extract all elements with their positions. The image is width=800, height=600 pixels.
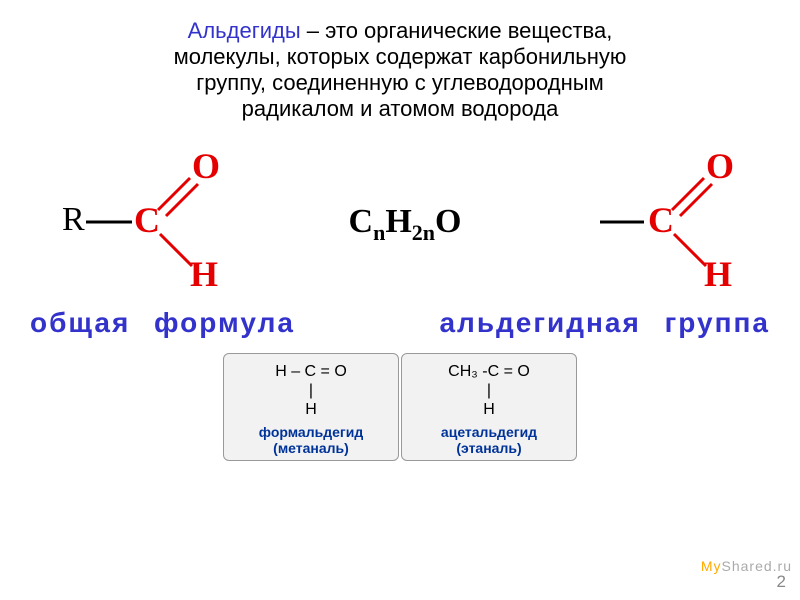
o-atom: O [192, 152, 220, 186]
gf-H: H [385, 203, 411, 240]
title-line-4: радикалом и атомом водорода [40, 96, 760, 122]
example-box-formaldehyde: H – C = O | H формальдегид (метаналь) [223, 353, 399, 461]
box1-f1: H – C = O [228, 362, 394, 381]
watermark-my: My [701, 558, 722, 574]
box2-f1: CH₃ -C = O [406, 362, 572, 381]
box1-n1: формальдегид [228, 424, 394, 441]
gf-2n: 2n [412, 220, 435, 245]
h-atom: H [190, 254, 218, 292]
box1-name: формальдегид (метаналь) [228, 424, 394, 458]
h-atom-r: H [704, 254, 732, 292]
c-o-bond2 [166, 184, 198, 216]
title-accent: Альдегиды [188, 18, 301, 43]
c-atom-r: C [648, 200, 674, 240]
box2-f2: | [406, 381, 572, 400]
box2-name: ацетальдегид (этаналь) [406, 424, 572, 458]
r-label: R [62, 201, 85, 238]
labels-row: общая формула альдегидная группа [0, 305, 800, 349]
structure-cho-group: C O H [580, 152, 760, 297]
example-box-acetaldehyde: CH₃ -C = O | H ацетальдегид (этаналь) [401, 353, 577, 461]
c-o-bond1-r [672, 178, 704, 210]
box2-formula: CH₃ -C = O | H [406, 362, 572, 420]
examples-row: H – C = O | H формальдегид (метаналь) CH… [0, 349, 800, 461]
gf-C: C [349, 203, 374, 240]
structure-r-cho-svg: R C O H [40, 152, 230, 292]
definition-title: Альдегиды – это органические вещества, м… [0, 0, 800, 132]
c-o-bond1 [158, 178, 190, 210]
box2-f3: H [406, 400, 572, 419]
box1-formula: H – C = O | H [228, 362, 394, 420]
title-line-3: группу, соединенную с углеводородным [40, 70, 760, 96]
structure-r-cho: R C O H [40, 152, 230, 297]
title-rest-1: – это органические вещества, [301, 18, 613, 43]
c-h-bond-r [674, 234, 706, 266]
title-line-1: Альдегиды – это органические вещества, [40, 18, 760, 44]
label-aldehyde-group: альдегидная группа [439, 307, 770, 339]
box2-n1: ацетальдегид [406, 424, 572, 441]
box1-f3: H [228, 400, 394, 419]
title-line-2: молекулы, которых содержат карбонильную [40, 44, 760, 70]
box2-n2: (этаналь) [406, 440, 572, 457]
c-atom: C [134, 200, 160, 240]
gf-n: n [373, 220, 385, 245]
o-atom-r: O [706, 152, 734, 186]
box1-n2: (метаналь) [228, 440, 394, 457]
structure-cho-svg: C O H [580, 152, 760, 292]
c-o-bond2-r [680, 184, 712, 216]
page-number: 2 [777, 572, 786, 592]
label-general-formula: общая формула [30, 307, 295, 339]
c-h-bond [160, 234, 192, 266]
gf-O: O [435, 203, 461, 240]
general-formula: CnH2nO [349, 203, 462, 246]
box1-f2: | [228, 381, 394, 400]
formula-row: R C O H CnH2nO C O [0, 132, 800, 305]
